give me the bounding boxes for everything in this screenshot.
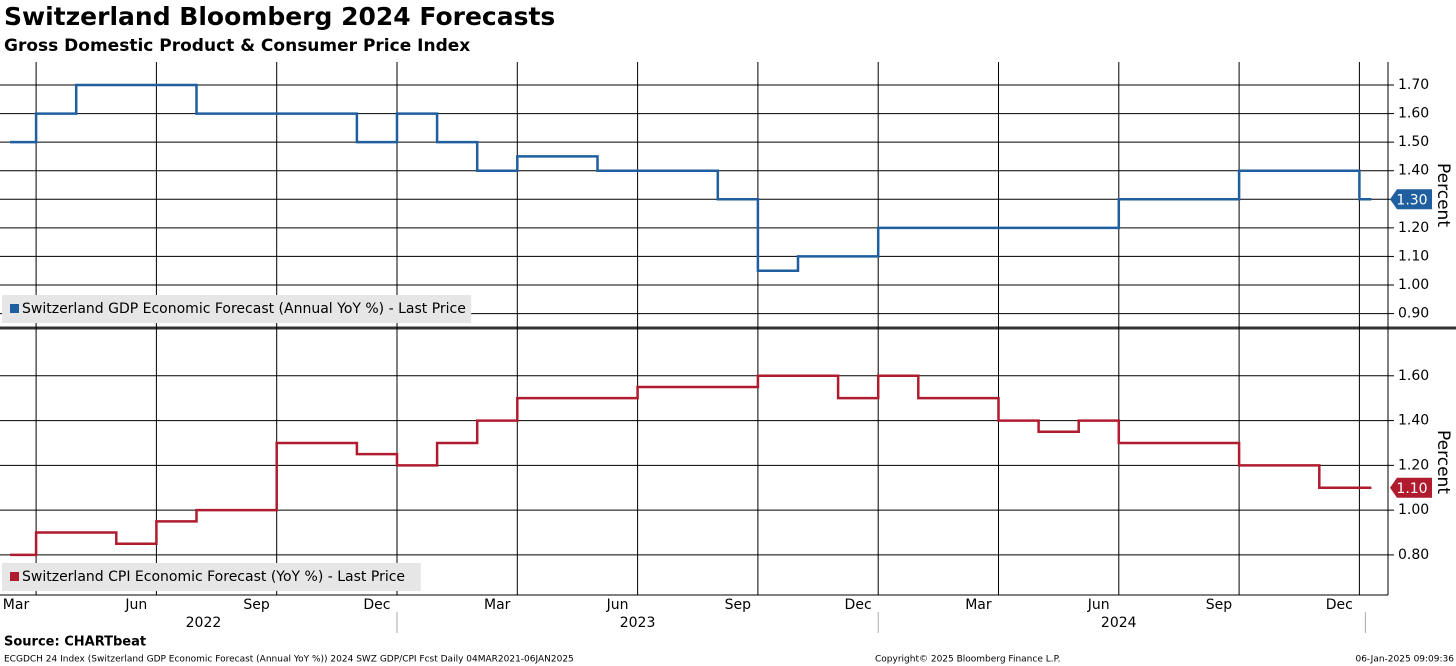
legend-label: Switzerland CPI Economic Forecast (YoY %…	[22, 569, 405, 585]
year-label: 2023	[620, 615, 656, 631]
x-tick-label: Sep	[725, 597, 752, 613]
x-tick-label: Mar	[3, 597, 30, 613]
chart-subtitle: Gross Domestic Product & Consumer Price …	[4, 36, 470, 56]
year-label: 2022	[186, 615, 222, 631]
legend-swatch	[10, 304, 19, 313]
last-value-badge	[1390, 189, 1432, 210]
legend-box	[2, 563, 421, 591]
x-tick-label: Dec	[1326, 597, 1353, 613]
source: Source: CHARTbeat	[4, 635, 146, 650]
year-label: 2024	[1101, 615, 1137, 631]
last-value-badge	[1390, 477, 1432, 498]
legend-box	[2, 295, 472, 323]
x-tick-label: Dec	[845, 597, 872, 613]
footer-left: ECGDCH 24 Index (Switzerland GDP Economi…	[4, 655, 574, 665]
y-tick-label: 1.70	[1398, 77, 1429, 93]
y-tick-label: 1.60	[1398, 368, 1429, 384]
last-value-label: 1.30	[1396, 192, 1427, 208]
y-tick-label: 0.90	[1398, 306, 1429, 322]
x-tick-label: Mar	[484, 597, 511, 613]
y-tick-label: 1.10	[1398, 248, 1429, 264]
x-tick-label: Dec	[363, 597, 390, 613]
footer-center: Copyright© 2025 Bloomberg Finance L.P.	[875, 655, 1060, 665]
x-tick-label: Jun	[1087, 597, 1110, 613]
series-line	[10, 374, 1372, 557]
y-axis-label: Percent	[1433, 430, 1453, 494]
footer-right: 06-Jan-2025 09:09:36	[1355, 655, 1454, 665]
series-line	[10, 83, 1372, 272]
x-tick-label: Sep	[243, 597, 270, 613]
legend-label: Switzerland GDP Economic Forecast (Annua…	[22, 301, 466, 317]
y-tick-label: 1.00	[1398, 277, 1429, 293]
y-tick-label: 0.80	[1398, 547, 1429, 563]
y-tick-label: 1.50	[1398, 134, 1429, 150]
last-value-label: 1.10	[1396, 481, 1427, 497]
y-tick-label: 1.60	[1398, 106, 1429, 122]
y-tick-label: 1.20	[1398, 457, 1429, 473]
chart-title: Switzerland Bloomberg 2024 Forecasts	[4, 2, 555, 31]
y-tick-label: 1.20	[1398, 220, 1429, 236]
x-tick-label: Jun	[124, 597, 147, 613]
legend-swatch	[10, 572, 19, 581]
y-tick-label: 1.40	[1398, 413, 1429, 429]
x-tick-label: Sep	[1206, 597, 1233, 613]
y-axis-label: Percent	[1433, 163, 1453, 227]
x-tick-label: Jun	[606, 597, 629, 613]
y-tick-label: 1.40	[1398, 163, 1429, 179]
x-tick-label: Mar	[965, 597, 992, 613]
y-tick-label: 1.00	[1398, 502, 1429, 518]
